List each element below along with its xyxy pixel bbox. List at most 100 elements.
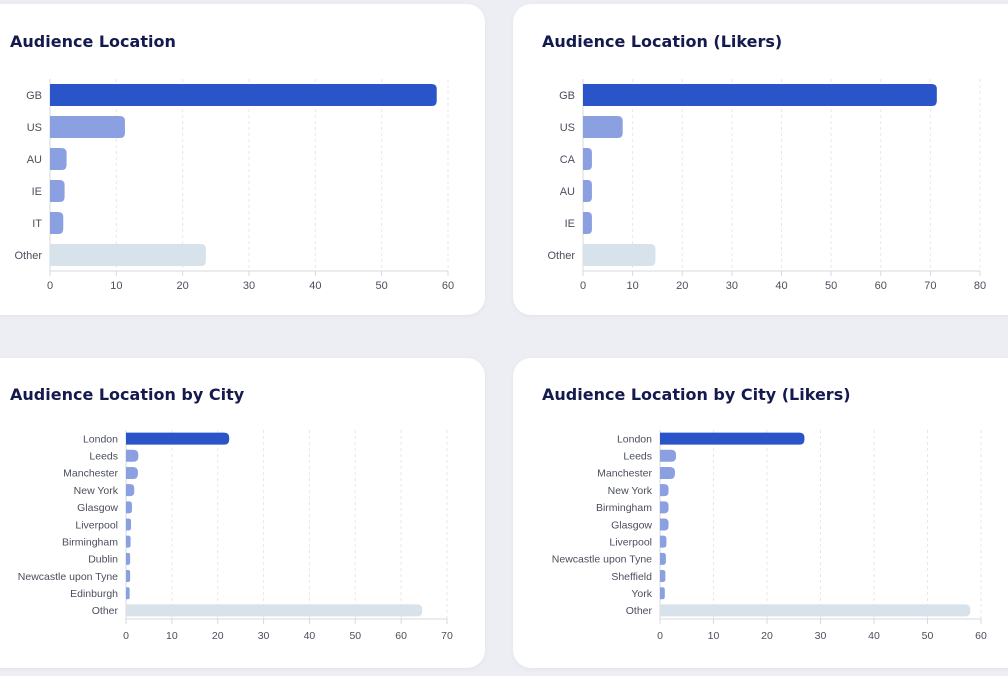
bar-birmingham[interactable]: [660, 501, 669, 514]
x-tick-label: 60: [442, 280, 454, 292]
x-tick-label: 0: [123, 630, 129, 642]
bar-ie[interactable]: [50, 180, 65, 202]
bar-other[interactable]: [126, 604, 423, 617]
bar-gb[interactable]: [50, 84, 437, 106]
x-tick-label: 30: [243, 280, 255, 292]
bar-manchester[interactable]: [126, 466, 138, 479]
category-label-other: Other: [626, 605, 653, 617]
category-label-liverpool: Liverpool: [75, 519, 118, 531]
category-label-newcastle-upon-tyne: Newcastle upon Tyne: [552, 554, 652, 566]
category-label-leeds: Leeds: [89, 451, 118, 463]
bar-ie[interactable]: [583, 212, 592, 234]
x-tick-label: 10: [166, 630, 178, 642]
category-label-leeds: Leeds: [623, 451, 652, 463]
x-tick-label: 0: [47, 280, 53, 292]
x-tick-label: 80: [974, 280, 986, 292]
bar-london[interactable]: [660, 432, 805, 445]
category-label-ca: CA: [560, 154, 576, 166]
x-tick-label: 10: [110, 280, 122, 292]
category-label-newcastle-upon-tyne: Newcastle upon Tyne: [18, 571, 118, 583]
bar-newcastle-upon-tyne[interactable]: [126, 570, 131, 583]
x-tick-label: 50: [349, 630, 361, 642]
category-label-other: Other: [547, 250, 575, 262]
bar-sheffield[interactable]: [660, 570, 666, 583]
bar-it[interactable]: [50, 212, 64, 234]
category-label-gb: GB: [26, 90, 42, 102]
bar-leeds[interactable]: [126, 449, 139, 462]
category-label-it: IT: [32, 218, 42, 230]
category-label-london: London: [83, 433, 118, 445]
category-label-glasgow: Glasgow: [611, 519, 652, 531]
audience-location-by-city-card: Audience Location by City 0 10 20 30 40 50 60 7…: [0, 358, 485, 668]
x-tick-label: 50: [825, 280, 837, 292]
bar-glasgow[interactable]: [126, 501, 132, 514]
x-tick-label: 40: [309, 280, 321, 292]
bar-york[interactable]: [660, 587, 665, 600]
x-tick-label: 20: [212, 630, 224, 642]
category-label-gb: GB: [559, 90, 575, 102]
bar-other[interactable]: [583, 244, 656, 266]
category-label-au: AU: [560, 186, 575, 198]
bar-birmingham[interactable]: [126, 535, 131, 548]
x-tick-label: 60: [975, 630, 987, 642]
category-label-other: Other: [14, 250, 42, 262]
category-label-birmingham: Birmingham: [596, 502, 652, 514]
x-tick-label: 30: [726, 280, 738, 292]
x-tick-label: 0: [580, 280, 586, 292]
bar-other[interactable]: [50, 244, 206, 266]
bar-liverpool[interactable]: [126, 518, 132, 531]
bar-au[interactable]: [50, 148, 67, 170]
bar-ca[interactable]: [583, 148, 592, 170]
audience-location-by-city-likers-chart: 0 10 20 30 40 50 60 London Leeds Manchester New Yo…: [552, 430, 987, 642]
bar-other[interactable]: [660, 604, 971, 617]
category-label-us: US: [27, 122, 42, 134]
x-tick-label: 20: [177, 280, 189, 292]
chart-title: Audience Location (Likers): [542, 32, 783, 51]
x-tick-label: 20: [676, 280, 688, 292]
x-tick-label: 50: [376, 280, 388, 292]
bar-manchester[interactable]: [660, 466, 675, 479]
category-label-us: US: [560, 122, 575, 134]
chart-title: Audience Location: [10, 32, 176, 51]
bar-glasgow[interactable]: [660, 518, 669, 531]
category-label-edinburgh: Edinburgh: [70, 588, 118, 600]
category-label-manchester: Manchester: [597, 468, 652, 480]
x-tick-label: 40: [775, 280, 787, 292]
category-label-dublin: Dublin: [88, 554, 118, 566]
x-tick-label: 50: [922, 630, 934, 642]
bar-new-york[interactable]: [126, 484, 135, 497]
category-label-new-york: New York: [608, 485, 653, 497]
bar-gb[interactable]: [583, 84, 937, 106]
bar-edinburgh[interactable]: [126, 587, 130, 600]
bar-newcastle-upon-tyne[interactable]: [660, 552, 666, 565]
category-label-york: York: [631, 588, 652, 600]
x-tick-label: 10: [708, 630, 720, 642]
audience-location-by-city-chart: 0 10 20 30 40 50 60 70 London Leeds Manchester New …: [18, 430, 453, 642]
x-tick-label: 60: [395, 630, 407, 642]
bar-au[interactable]: [583, 180, 592, 202]
bar-dublin[interactable]: [126, 552, 131, 565]
x-tick-label: 70: [441, 630, 453, 642]
category-label-manchester: Manchester: [63, 468, 118, 480]
bar-leeds[interactable]: [660, 449, 677, 462]
category-label-ie: IE: [32, 186, 42, 198]
x-tick-label: 20: [761, 630, 773, 642]
bar-liverpool[interactable]: [660, 535, 667, 548]
x-tick-label: 30: [258, 630, 270, 642]
chart-title: Audience Location by City (Likers): [542, 385, 851, 404]
audience-location-card: Audience Location 0 10 20 30 40 50 60 GB US AU IE I…: [0, 4, 485, 315]
bar-us[interactable]: [583, 116, 623, 138]
bar-new-york[interactable]: [660, 484, 669, 497]
audience-location-likers-chart: 0 10 20 30 40 50 60 70 80 GB US CA AU IE Other: [547, 79, 986, 292]
x-tick-label: 40: [868, 630, 880, 642]
x-tick-label: 10: [627, 280, 639, 292]
category-label-other: Other: [92, 605, 119, 617]
audience-location-chart: 0 10 20 30 40 50 60 GB US AU IE IT Other: [14, 79, 454, 292]
category-label-birmingham: Birmingham: [62, 536, 118, 548]
bar-us[interactable]: [50, 116, 125, 138]
bar-london[interactable]: [126, 432, 230, 445]
x-tick-label: 40: [304, 630, 316, 642]
x-tick-label: 60: [875, 280, 887, 292]
chart-title: Audience Location by City: [10, 385, 245, 404]
category-label-au: AU: [27, 154, 42, 166]
